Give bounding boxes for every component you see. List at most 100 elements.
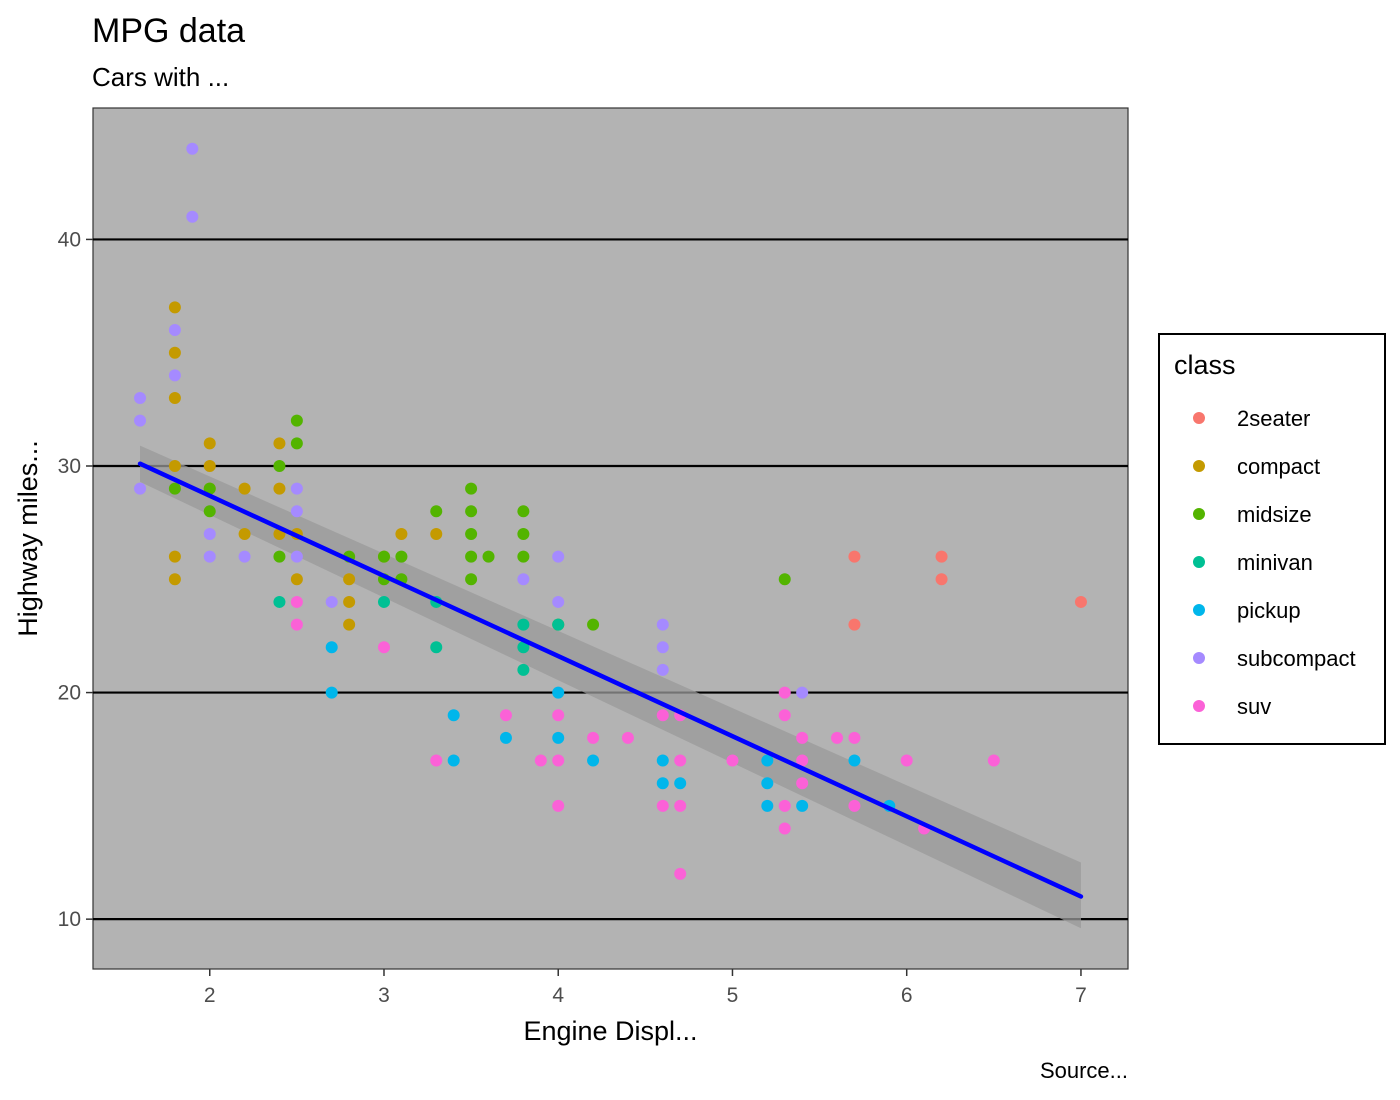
point-subcompact bbox=[656, 663, 669, 676]
point-compact bbox=[343, 595, 356, 608]
point-minivan bbox=[517, 618, 530, 631]
point-subcompact bbox=[552, 595, 565, 608]
point-suv bbox=[987, 754, 1000, 767]
point-midsize bbox=[482, 550, 495, 563]
point-pickup bbox=[656, 754, 669, 767]
point-subcompact bbox=[134, 414, 147, 427]
point-pickup bbox=[761, 777, 774, 790]
point-midsize bbox=[465, 573, 478, 586]
point-subcompact bbox=[134, 482, 147, 495]
legend-label-minivan: minivan bbox=[1237, 550, 1313, 575]
point-compact bbox=[238, 527, 251, 540]
point-suv bbox=[778, 822, 791, 835]
point-midsize bbox=[273, 550, 286, 563]
point-subcompact bbox=[134, 392, 147, 405]
point-suv bbox=[796, 731, 809, 744]
legend-label-suv: suv bbox=[1237, 694, 1271, 719]
point-suv bbox=[587, 731, 600, 744]
point-midsize bbox=[587, 618, 600, 631]
point-suv bbox=[674, 867, 687, 880]
point-subcompact bbox=[290, 505, 303, 518]
point-minivan bbox=[517, 641, 530, 654]
y-tick-label: 30 bbox=[58, 455, 81, 478]
legend-key-minivan bbox=[1193, 556, 1205, 568]
regression-line bbox=[137, 461, 1084, 899]
x-axis-label: Engine Displ... bbox=[523, 1016, 697, 1046]
point-compact bbox=[395, 527, 408, 540]
point-suv bbox=[796, 754, 809, 767]
point-midsize bbox=[465, 505, 478, 518]
point-2seater bbox=[935, 573, 948, 586]
point-suv bbox=[796, 777, 809, 790]
legend-key-compact bbox=[1193, 460, 1205, 472]
point-minivan bbox=[377, 595, 390, 608]
point-pickup bbox=[325, 641, 338, 654]
y-tick-label: 10 bbox=[58, 908, 81, 931]
point-suv bbox=[900, 754, 913, 767]
point-compact bbox=[168, 573, 181, 586]
point-pickup bbox=[761, 799, 774, 812]
point-compact bbox=[343, 573, 356, 586]
point-minivan bbox=[517, 663, 530, 676]
point-subcompact bbox=[325, 595, 338, 608]
point-subcompact bbox=[168, 369, 181, 382]
point-suv bbox=[656, 709, 669, 722]
point-minivan bbox=[273, 595, 286, 608]
point-subcompact bbox=[517, 573, 530, 586]
point-subcompact bbox=[186, 142, 199, 155]
confidence-band-area bbox=[140, 445, 1081, 929]
point-subcompact bbox=[168, 324, 181, 337]
point-suv bbox=[778, 799, 791, 812]
x-tick-label: 5 bbox=[727, 984, 739, 1007]
fit-line bbox=[137, 461, 1084, 899]
x-tick-label: 6 bbox=[901, 984, 913, 1007]
x-tick-label: 2 bbox=[204, 984, 216, 1007]
point-midsize bbox=[203, 505, 216, 518]
point-suv bbox=[674, 754, 687, 767]
point-midsize bbox=[465, 550, 478, 563]
legend-label-pickup: pickup bbox=[1237, 598, 1301, 623]
data-points bbox=[134, 142, 1087, 880]
point-subcompact bbox=[203, 527, 216, 540]
point-suv bbox=[621, 731, 634, 744]
point-suv bbox=[656, 799, 669, 812]
point-subcompact bbox=[290, 550, 303, 563]
legend-key-suv bbox=[1193, 700, 1205, 712]
point-midsize bbox=[395, 550, 408, 563]
legend-label-2seater: 2seater bbox=[1237, 406, 1310, 431]
point-minivan bbox=[430, 641, 443, 654]
point-compact bbox=[430, 527, 443, 540]
point-pickup bbox=[552, 731, 565, 744]
x-tick-label: 4 bbox=[552, 984, 564, 1007]
point-subcompact bbox=[290, 482, 303, 495]
point-subcompact bbox=[552, 550, 565, 563]
point-midsize bbox=[517, 527, 530, 540]
point-suv bbox=[534, 754, 547, 767]
point-subcompact bbox=[186, 210, 199, 223]
point-suv bbox=[290, 618, 303, 631]
point-2seater bbox=[1074, 595, 1087, 608]
point-suv bbox=[848, 731, 861, 744]
point-suv bbox=[377, 641, 390, 654]
point-suv bbox=[552, 799, 565, 812]
chart-subtitle: Cars with ... bbox=[92, 62, 229, 92]
point-compact bbox=[203, 459, 216, 472]
point-subcompact bbox=[656, 618, 669, 631]
point-midsize bbox=[465, 482, 478, 495]
legend-label-compact: compact bbox=[1237, 454, 1320, 479]
point-compact bbox=[168, 459, 181, 472]
point-midsize bbox=[290, 437, 303, 450]
point-compact bbox=[290, 573, 303, 586]
point-compact bbox=[168, 301, 181, 314]
point-pickup bbox=[656, 777, 669, 790]
x-tick-label: 3 bbox=[378, 984, 390, 1007]
point-compact bbox=[203, 437, 216, 450]
point-midsize bbox=[430, 505, 443, 518]
point-pickup bbox=[552, 686, 565, 699]
legend-title: class bbox=[1174, 350, 1236, 380]
point-pickup bbox=[761, 754, 774, 767]
legend-key-midsize bbox=[1193, 508, 1205, 520]
point-pickup bbox=[325, 686, 338, 699]
point-compact bbox=[273, 437, 286, 450]
